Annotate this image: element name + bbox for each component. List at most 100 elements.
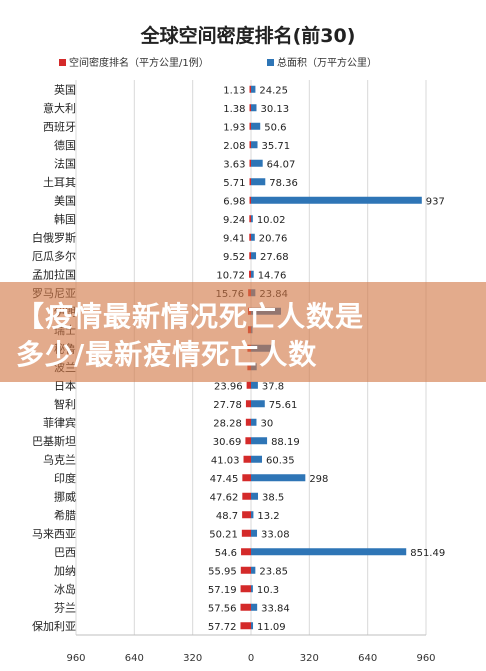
category-label: 保加利亚 [32, 619, 76, 633]
area-bar [251, 529, 258, 537]
density-bar [241, 529, 251, 537]
category-label: 西班牙 [43, 120, 76, 133]
legend-label-density: 空间密度排名（平方公里/1例） [69, 56, 209, 69]
category-label: 菲律宾 [43, 415, 76, 429]
density-value-label: 23.96 [214, 381, 243, 392]
area-value-label: 60.35 [266, 455, 295, 466]
legend-label-area: 总面积（万平方公里） [277, 56, 377, 69]
density-value-label: 9.52 [223, 252, 245, 263]
area-value-label: 851.49 [410, 548, 445, 559]
density-bar [242, 474, 251, 482]
density-bar [240, 585, 251, 593]
density-bar [242, 492, 251, 500]
area-bar [251, 178, 266, 186]
area-bar [251, 252, 257, 260]
density-value-label: 47.45 [210, 474, 239, 485]
area-value-label: 50.6 [264, 122, 286, 133]
legend-swatch-area [267, 59, 274, 66]
area-value-label: 298 [309, 474, 328, 485]
density-value-label: 41.03 [211, 455, 240, 466]
category-label: 白俄罗斯 [32, 230, 76, 244]
category-label: 巴西 [54, 546, 76, 559]
area-bar [251, 585, 253, 593]
density-value-label: 9.41 [223, 233, 245, 244]
density-value-label: 57.19 [208, 585, 237, 596]
category-label: 德国 [54, 138, 76, 152]
legend: 空间密度排名（平方公里/1例） 总面积（万平方公里） [59, 56, 377, 69]
density-value-label: 2.08 [223, 141, 245, 152]
area-bar [251, 270, 254, 278]
area-bar [251, 215, 253, 223]
density-value-label: 5.71 [223, 178, 245, 189]
density-value-label: 30.69 [213, 437, 242, 448]
category-label: 印度 [54, 471, 76, 485]
category-label: 孟加拉国 [32, 267, 76, 281]
area-bar [251, 381, 258, 389]
area-bar [251, 159, 263, 167]
area-bar [251, 511, 254, 519]
area-value-label: 11.09 [257, 622, 286, 633]
area-bar [251, 548, 407, 556]
density-bar [240, 622, 251, 630]
density-value-label: 55.95 [208, 566, 237, 577]
x-tick-label: 640 [125, 653, 144, 664]
headline-line-2: 多少/最新疫情死亡人数 [16, 338, 318, 371]
density-bar [249, 122, 251, 130]
area-bar [251, 455, 263, 463]
density-bar [249, 141, 251, 149]
area-bar [251, 474, 306, 482]
category-label: 智利 [54, 397, 76, 411]
category-label: 韩国 [54, 212, 76, 226]
area-value-label: 30.13 [260, 104, 289, 115]
area-bar [251, 603, 258, 611]
area-bar [251, 196, 422, 204]
density-bar [240, 566, 251, 574]
category-label: 厄瓜多尔 [32, 249, 76, 263]
area-value-label: 78.36 [269, 178, 298, 189]
category-label: 芬兰 [54, 601, 76, 614]
area-bar [251, 566, 256, 574]
area-bar [251, 622, 254, 630]
area-bar [251, 141, 258, 149]
density-bar [249, 159, 251, 167]
area-bar [251, 492, 259, 500]
area-value-label: 13.2 [257, 511, 279, 522]
density-value-label: 1.38 [223, 104, 245, 115]
area-value-label: 38.5 [262, 492, 284, 503]
area-bar [251, 418, 257, 426]
area-value-label: 64.07 [267, 159, 296, 170]
category-label: 希腊 [54, 508, 76, 522]
area-value-label: 27.68 [260, 252, 289, 263]
density-value-label: 27.78 [213, 400, 242, 411]
density-value-label: 3.63 [223, 159, 245, 170]
x-tick-label: 960 [66, 653, 85, 664]
category-label: 意大利 [43, 101, 76, 115]
density-bar [245, 418, 251, 426]
category-label: 挪威 [54, 489, 76, 503]
density-bar [240, 603, 251, 611]
density-value-label: 1.13 [223, 85, 245, 96]
area-bar [251, 400, 265, 408]
density-bar [249, 85, 251, 93]
density-bar [249, 104, 251, 112]
x-axis: 960 640 320 0 320 640 960 [66, 653, 435, 664]
area-bar [251, 233, 255, 241]
area-bar [251, 437, 268, 445]
area-value-label: 35.71 [262, 141, 291, 152]
bar-rows: 英国 1.13 24.25 意大利 1.38 30.13 西班牙 1.93 50.6 德国 2.08… [32, 82, 445, 633]
density-bar [241, 548, 251, 556]
density-value-label: 50.21 [209, 529, 238, 540]
area-value-label: 88.19 [271, 437, 300, 448]
area-value-label: 10.3 [257, 585, 279, 596]
density-value-label: 57.56 [208, 603, 237, 614]
area-bar [251, 85, 256, 93]
density-bar [245, 437, 251, 445]
area-value-label: 14.76 [258, 270, 287, 281]
area-bar [251, 104, 257, 112]
density-value-label: 28.28 [213, 418, 242, 429]
density-bar [245, 400, 251, 408]
density-bar [242, 511, 251, 519]
density-bar [249, 233, 251, 241]
category-label: 英国 [54, 82, 76, 96]
density-value-label: 10.72 [216, 270, 245, 281]
